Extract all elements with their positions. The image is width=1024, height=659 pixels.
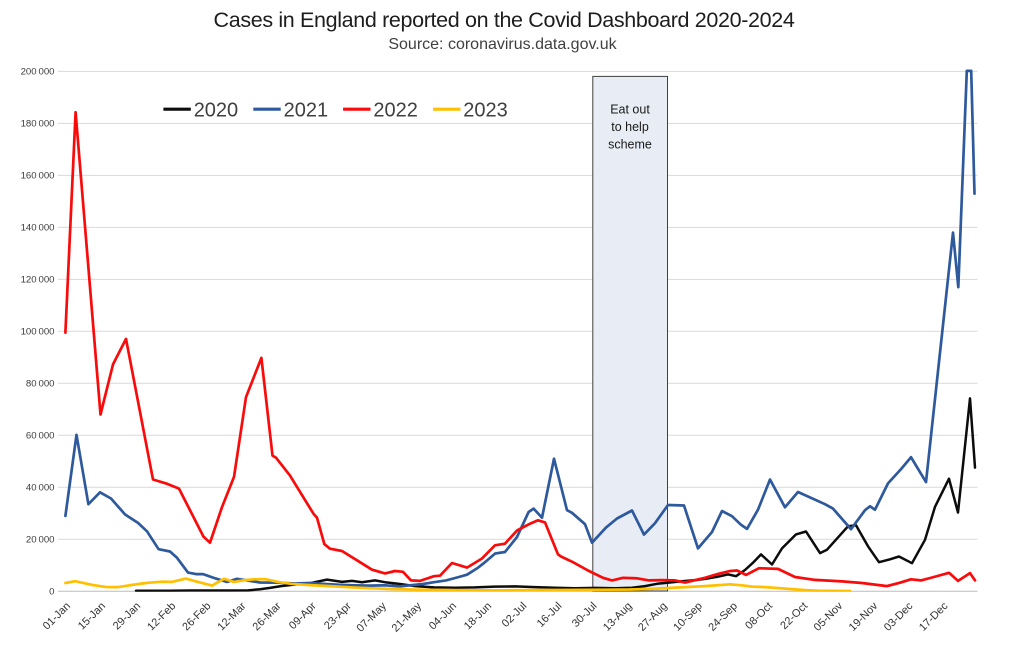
svg-text:2021: 2021 bbox=[284, 99, 329, 121]
svg-text:2020: 2020 bbox=[194, 99, 239, 121]
svg-text:80 000: 80 000 bbox=[26, 379, 55, 390]
svg-text:0: 0 bbox=[49, 587, 54, 598]
svg-text:180 000: 180 000 bbox=[21, 119, 55, 130]
svg-text:20 000: 20 000 bbox=[26, 535, 55, 546]
svg-text:to help: to help bbox=[611, 120, 649, 134]
svg-text:Cases in England reported on t: Cases in England reported on the Covid D… bbox=[214, 8, 795, 32]
svg-text:2022: 2022 bbox=[373, 99, 418, 121]
svg-text:scheme: scheme bbox=[608, 137, 652, 151]
svg-text:Source: coronavirus.data.gov.u: Source: coronavirus.data.gov.uk bbox=[388, 36, 617, 53]
svg-text:140 000: 140 000 bbox=[21, 223, 55, 234]
svg-text:120 000: 120 000 bbox=[21, 275, 55, 286]
svg-text:40 000: 40 000 bbox=[26, 483, 55, 494]
svg-text:60 000: 60 000 bbox=[26, 431, 55, 442]
svg-text:200 000: 200 000 bbox=[21, 67, 55, 78]
svg-text:160 000: 160 000 bbox=[21, 171, 55, 182]
svg-text:100 000: 100 000 bbox=[21, 327, 55, 338]
svg-text:2023: 2023 bbox=[463, 99, 508, 121]
svg-text:Eat out: Eat out bbox=[610, 102, 650, 116]
